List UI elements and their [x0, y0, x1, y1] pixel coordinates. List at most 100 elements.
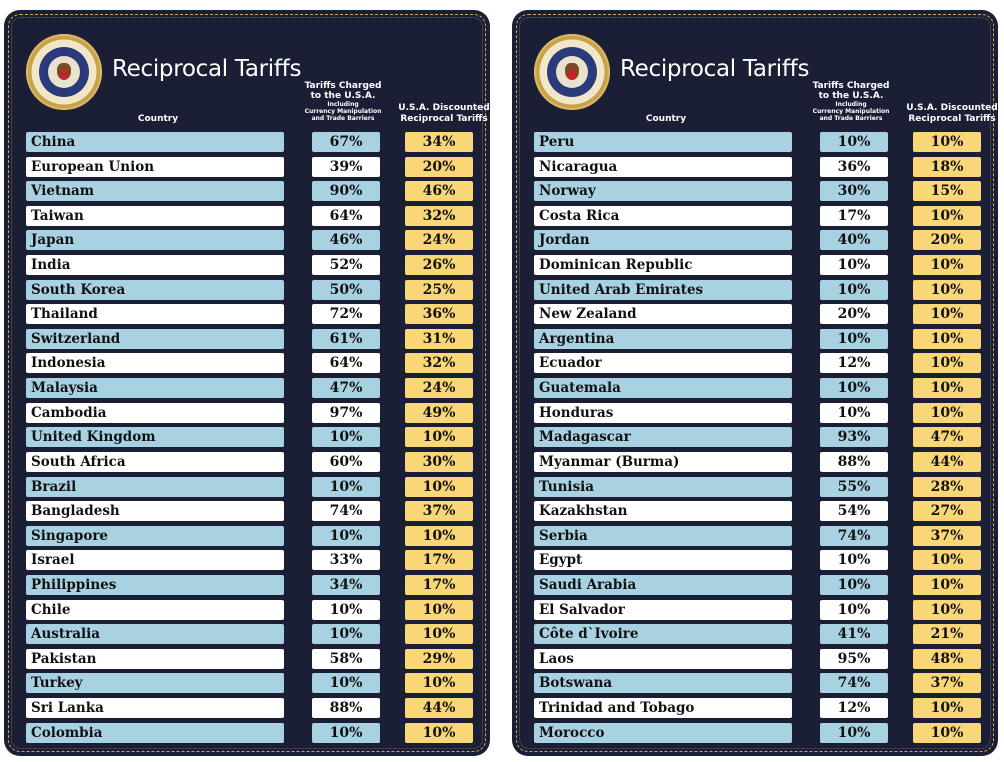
discounted-cell: 10%: [913, 353, 981, 374]
discounted-cell: 34%: [405, 132, 473, 152]
charged-cell: 95%: [820, 648, 888, 669]
discounted-cell: 24%: [405, 378, 473, 399]
country-cell: Japan: [26, 230, 284, 251]
discounted-cell: 10%: [913, 402, 981, 423]
discount-header-line2: Reciprocal Tariffs: [400, 114, 488, 124]
discounted-cell: 26%: [405, 255, 473, 276]
charged-header-line2: to the U.S.A.: [818, 91, 884, 101]
country-column-header: Country: [645, 114, 687, 124]
discounted-cell: 10%: [913, 574, 981, 595]
charged-cell: 39%: [312, 156, 380, 177]
presidential-seal-icon: [26, 34, 102, 110]
charged-cell: 54%: [820, 501, 888, 522]
charged-cell: 10%: [820, 574, 888, 595]
country-cell: Israel: [26, 550, 284, 571]
discounted-cell: 10%: [913, 132, 981, 152]
charged-cell: 88%: [820, 451, 888, 472]
discounted-cell: 24%: [405, 230, 473, 251]
charged-cell: 10%: [312, 599, 380, 620]
discounted-cell: 25%: [405, 279, 473, 300]
charged-cell: 74%: [312, 501, 380, 522]
country-cell: Dominican Republic: [534, 255, 792, 276]
country-cell: Morocco: [534, 722, 792, 743]
eagle-icon: [556, 56, 588, 88]
charged-cell: 64%: [312, 205, 380, 226]
charged-cell: 72%: [312, 304, 380, 325]
discounted-cell: 10%: [913, 378, 981, 399]
discounted-cell: 37%: [405, 501, 473, 522]
country-cell: United Arab Emirates: [534, 279, 792, 300]
discounted-cell: 10%: [913, 205, 981, 226]
charged-cell: 12%: [820, 698, 888, 719]
charged-subheader-line3: and Trade Barriers: [819, 115, 883, 122]
charged-cell: 97%: [312, 402, 380, 423]
charged-cell: 10%: [820, 722, 888, 743]
country-cell: Kazakhstan: [534, 501, 792, 522]
discounted-cell: 31%: [405, 328, 473, 349]
discounted-cell: 10%: [405, 673, 473, 694]
charged-cell: 10%: [312, 673, 380, 694]
country-cell: Taiwan: [26, 205, 284, 226]
charged-cell: 40%: [820, 230, 888, 251]
charged-subheader-line1: Including: [327, 101, 359, 108]
country-cell: South Korea: [26, 279, 284, 300]
country-cell: Saudi Arabia: [534, 574, 792, 595]
discounted-cell: 36%: [405, 304, 473, 325]
charged-cell: 10%: [820, 599, 888, 620]
country-cell: Costa Rica: [534, 205, 792, 226]
discounted-cell: 10%: [405, 525, 473, 546]
charged-cell: 90%: [312, 181, 380, 202]
country-cell: Serbia: [534, 525, 792, 546]
country-cell: Cambodia: [26, 402, 284, 423]
country-cell: Brazil: [26, 476, 284, 497]
country-column-header: Country: [137, 114, 179, 124]
charged-cell: 34%: [312, 574, 380, 595]
charged-cell: 46%: [312, 230, 380, 251]
charged-cell: 10%: [312, 525, 380, 546]
charged-header-line1: Tariffs Charged: [304, 81, 382, 91]
discounted-cell: 20%: [405, 156, 473, 177]
country-cell: Myanmar (Burma): [534, 451, 792, 472]
country-cell: Ecuador: [534, 353, 792, 374]
charged-cell: 17%: [820, 205, 888, 226]
country-cell: Honduras: [534, 402, 792, 423]
country-cell: New Zealand: [534, 304, 792, 325]
discounted-cell: 15%: [913, 181, 981, 202]
charged-subheader-line2: Currency Manipulation: [304, 108, 382, 115]
charged-cell: 61%: [312, 328, 380, 349]
country-cell: Philippines: [26, 574, 284, 595]
country-cell: Singapore: [26, 525, 284, 546]
discounted-cell: 21%: [913, 624, 981, 645]
discounted-cell: 10%: [913, 279, 981, 300]
country-cell: Nicaragua: [534, 156, 792, 177]
panel-title: Reciprocal Tariffs: [112, 56, 302, 82]
charged-cell: 50%: [312, 279, 380, 300]
presidential-seal-icon: [534, 34, 610, 110]
charged-subheader-line2: Currency Manipulation: [812, 108, 890, 115]
charged-cell: 60%: [312, 451, 380, 472]
charged-cell: 47%: [312, 378, 380, 399]
discount-header-line1: U.S.A. Discounted: [906, 103, 998, 113]
charged-header-line1: Tariffs Charged: [812, 81, 890, 91]
discount-header-line1: U.S.A. Discounted: [398, 103, 490, 113]
country-cell: Thailand: [26, 304, 284, 325]
charged-subheader-line1: Including: [835, 101, 867, 108]
panel-title: Reciprocal Tariffs: [620, 56, 810, 82]
country-cell: Côte d`Ivoire: [534, 624, 792, 645]
discounted-cell: 32%: [405, 205, 473, 226]
charged-cell: 10%: [820, 378, 888, 399]
discounted-cell: 29%: [405, 648, 473, 669]
country-cell: Vietnam: [26, 181, 284, 202]
discounted-cell: 46%: [405, 181, 473, 202]
country-cell: European Union: [26, 156, 284, 177]
discounted-cell: 28%: [913, 476, 981, 497]
country-cell: Sri Lanka: [26, 698, 284, 719]
discounted-cell: 10%: [405, 722, 473, 743]
country-cell: China: [26, 132, 284, 152]
discounted-cell: 10%: [405, 624, 473, 645]
discounted-cell: 10%: [405, 427, 473, 448]
country-cell: India: [26, 255, 284, 276]
discounted-cell: 10%: [913, 550, 981, 571]
discounted-cell: 10%: [913, 722, 981, 743]
discounted-cell: 47%: [913, 427, 981, 448]
